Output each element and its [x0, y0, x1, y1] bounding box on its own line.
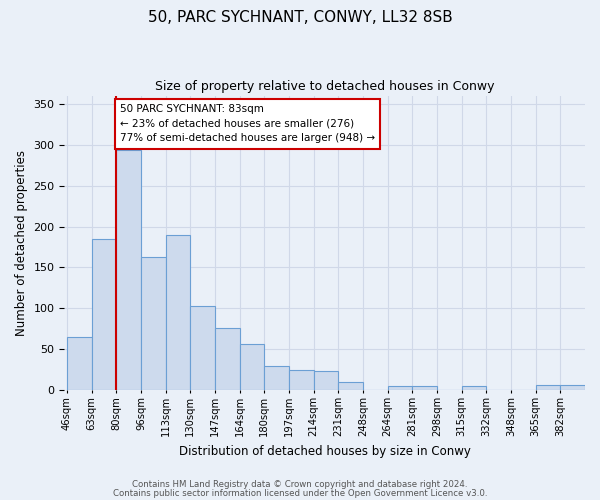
- Bar: [92, 239, 116, 390]
- Title: Size of property relative to detached houses in Conwy: Size of property relative to detached ho…: [155, 80, 494, 93]
- Bar: [264, 366, 289, 390]
- Bar: [289, 370, 314, 390]
- Bar: [412, 386, 437, 390]
- Bar: [67, 337, 92, 390]
- Bar: [141, 257, 166, 390]
- Bar: [536, 386, 560, 390]
- Bar: [215, 328, 239, 390]
- Text: 50 PARC SYCHNANT: 83sqm
← 23% of detached houses are smaller (276)
77% of semi-d: 50 PARC SYCHNANT: 83sqm ← 23% of detache…: [120, 104, 375, 144]
- Bar: [314, 372, 338, 390]
- Bar: [239, 344, 264, 390]
- X-axis label: Distribution of detached houses by size in Conwy: Distribution of detached houses by size …: [179, 444, 470, 458]
- Bar: [560, 384, 585, 390]
- Bar: [116, 150, 141, 390]
- Bar: [190, 306, 215, 390]
- Bar: [338, 382, 363, 390]
- Y-axis label: Number of detached properties: Number of detached properties: [15, 150, 28, 336]
- Text: Contains public sector information licensed under the Open Government Licence v3: Contains public sector information licen…: [113, 490, 487, 498]
- Text: 50, PARC SYCHNANT, CONWY, LL32 8SB: 50, PARC SYCHNANT, CONWY, LL32 8SB: [148, 10, 452, 25]
- Text: Contains HM Land Registry data © Crown copyright and database right 2024.: Contains HM Land Registry data © Crown c…: [132, 480, 468, 489]
- Bar: [388, 386, 412, 390]
- Bar: [461, 386, 487, 390]
- Bar: [166, 234, 190, 390]
